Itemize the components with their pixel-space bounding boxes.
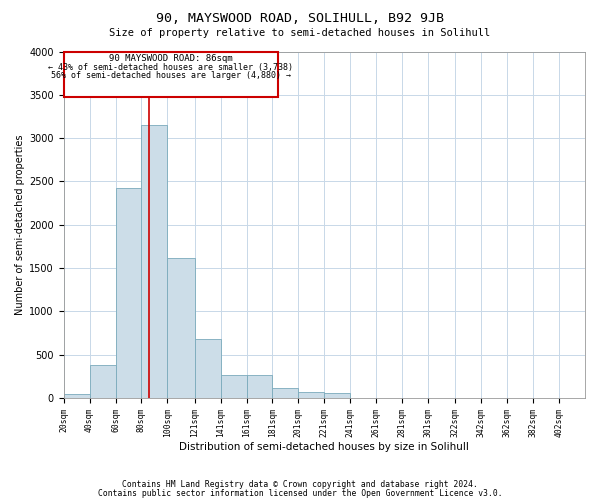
Text: Size of property relative to semi-detached houses in Solihull: Size of property relative to semi-detach…	[109, 28, 491, 38]
Bar	[116, 188, 142, 398]
Text: ← 43% of semi-detached houses are smaller (3,738): ← 43% of semi-detached houses are smalle…	[49, 63, 293, 72]
Text: 90 MAYSWOOD ROAD: 86sqm: 90 MAYSWOOD ROAD: 86sqm	[109, 54, 233, 63]
Bar	[64, 394, 89, 398]
Bar	[221, 374, 247, 398]
Bar	[167, 258, 194, 398]
Bar	[247, 374, 272, 398]
Text: 90, MAYSWOOD ROAD, SOLIHULL, B92 9JB: 90, MAYSWOOD ROAD, SOLIHULL, B92 9JB	[156, 12, 444, 26]
Y-axis label: Number of semi-detached properties: Number of semi-detached properties	[15, 134, 25, 315]
Text: Contains public sector information licensed under the Open Government Licence v3: Contains public sector information licen…	[98, 488, 502, 498]
Bar	[325, 393, 350, 398]
Bar	[194, 339, 221, 398]
FancyBboxPatch shape	[64, 52, 278, 96]
Bar	[142, 125, 167, 398]
Bar	[272, 388, 298, 398]
Text: Contains HM Land Registry data © Crown copyright and database right 2024.: Contains HM Land Registry data © Crown c…	[122, 480, 478, 489]
Bar	[89, 365, 116, 398]
X-axis label: Distribution of semi-detached houses by size in Solihull: Distribution of semi-detached houses by …	[179, 442, 469, 452]
Bar	[298, 392, 325, 398]
Text: 56% of semi-detached houses are larger (4,880) →: 56% of semi-detached houses are larger (…	[51, 72, 291, 80]
